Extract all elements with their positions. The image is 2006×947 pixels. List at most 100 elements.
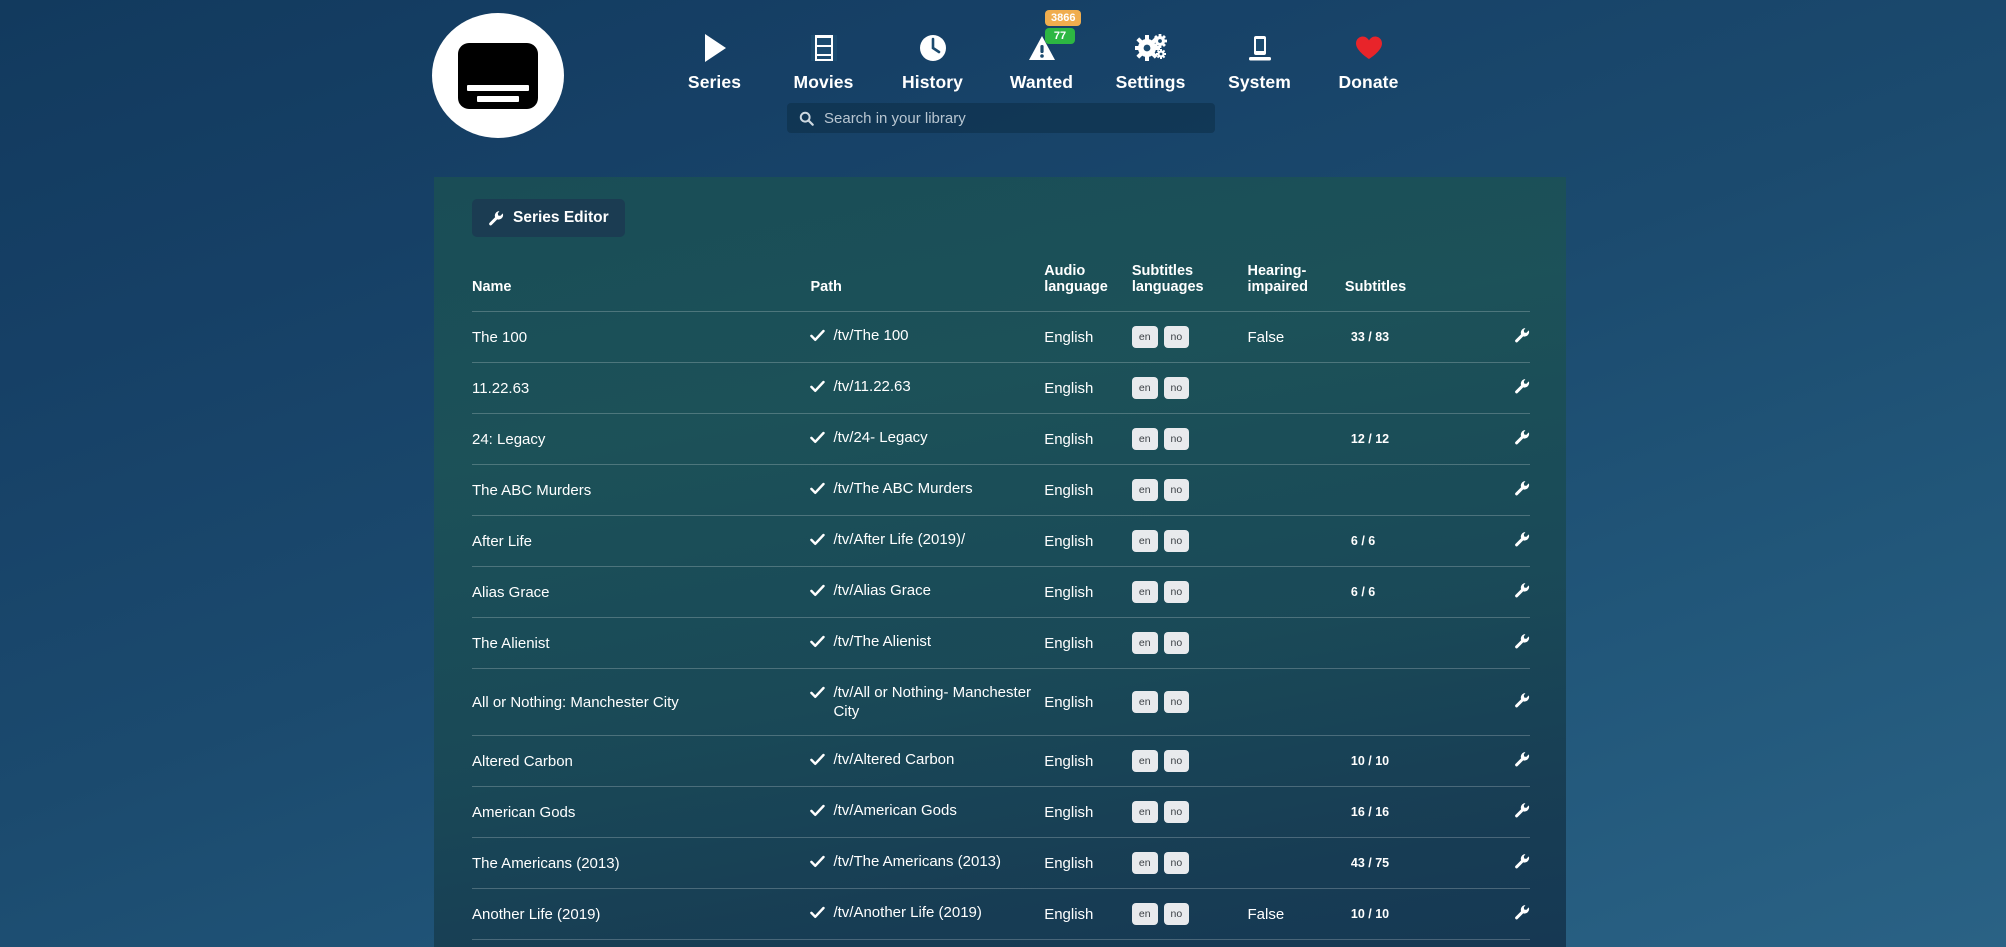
row-edit-wrench-icon[interactable] (1514, 378, 1530, 394)
cell-subtitles: 10 / 10 (1344, 735, 1482, 787)
subtitle-language-chips: en no (1131, 632, 1248, 654)
subtitle-language-chips: en no (1131, 377, 1248, 399)
subtitle-language-chips: en no (1131, 852, 1248, 874)
row-edit-wrench-icon[interactable] (1514, 327, 1530, 343)
row-edit-wrench-icon[interactable] (1514, 904, 1530, 920)
nav-item-movies[interactable]: Movies (769, 20, 878, 93)
subtitle-language-chip[interactable]: en (1131, 691, 1158, 713)
table-row: After Life /tv/After Life (2019)/ Englis… (472, 515, 1530, 567)
cell-path: /tv/Altered Carbon (810, 735, 1045, 787)
film-icon (810, 27, 837, 69)
subtitle-language-chips: en no (1131, 326, 1248, 348)
nav-label-donate: Donate (1338, 72, 1399, 92)
subtitle-language-chip[interactable]: no (1163, 581, 1190, 603)
cell-subtitles (1344, 617, 1482, 669)
subtitle-language-chip[interactable]: no (1163, 377, 1190, 399)
cell-path: /tv/The Alienist (810, 617, 1045, 669)
subtitle-language-chip[interactable]: en (1131, 750, 1158, 772)
subtitle-language-chip[interactable]: en (1131, 428, 1158, 450)
cell-hearing-impaired (1247, 939, 1345, 947)
subtitle-language-chip[interactable]: en (1131, 479, 1158, 501)
cell-actions (1481, 617, 1530, 669)
subtitle-language-chip[interactable]: en (1131, 530, 1158, 552)
row-edit-wrench-icon[interactable] (1514, 853, 1530, 869)
cell-actions (1481, 837, 1530, 889)
row-edit-wrench-icon[interactable] (1514, 692, 1530, 708)
table-row: 11.22.63 /tv/11.22.63 English en no (472, 362, 1530, 414)
subtitle-language-chip[interactable]: no (1163, 479, 1190, 501)
path-text: /tv/All or Nothing- Manchester City (833, 684, 1032, 720)
subtitle-language-chip[interactable]: no (1163, 691, 1190, 713)
subtitle-language-chips: en no (1131, 750, 1248, 772)
gears-icon (1134, 27, 1167, 69)
cell-subtitles (1344, 362, 1482, 414)
nav-item-series[interactable]: Series (660, 20, 769, 93)
check-icon (810, 428, 826, 450)
search-bar[interactable] (787, 103, 1215, 133)
nav-item-settings[interactable]: Settings (1096, 20, 1205, 93)
column-header-path[interactable]: Path (810, 279, 842, 295)
cell-hearing-impaired (1247, 617, 1345, 669)
cell-hearing-impaired (1247, 464, 1345, 516)
search-input[interactable] (824, 109, 1203, 127)
cell-path: /tv/24- Legacy (810, 413, 1045, 465)
row-edit-wrench-icon[interactable] (1514, 633, 1530, 649)
subtitle-language-chip[interactable]: no (1163, 530, 1190, 552)
row-edit-wrench-icon[interactable] (1514, 531, 1530, 547)
nav-item-system[interactable]: System (1205, 20, 1314, 93)
subtitle-language-chip[interactable]: en (1131, 632, 1158, 654)
subtitle-language-chip[interactable]: no (1163, 750, 1190, 772)
cell-hearing-impaired (1247, 413, 1345, 465)
cell-name: All or Nothing: Manchester City (472, 668, 811, 736)
path-text: /tv/American Gods (833, 802, 957, 819)
cell-name: After Life (472, 515, 811, 567)
column-header-hearing-impaired[interactable]: Hearing-impaired (1247, 263, 1308, 295)
cell-name: 11.22.63 (472, 362, 811, 414)
nav-item-history[interactable]: History (878, 20, 987, 93)
subtitle-language-chip[interactable]: en (1131, 581, 1158, 603)
column-header-subtitles[interactable]: Subtitles (1344, 279, 1407, 295)
row-edit-wrench-icon[interactable] (1514, 429, 1530, 445)
subtitle-language-chip[interactable]: no (1163, 326, 1190, 348)
subtitle-language-chips: en no (1131, 801, 1248, 823)
series-editor-button[interactable]: Series Editor (472, 199, 625, 237)
subtitle-language-chip[interactable]: en (1131, 852, 1158, 874)
column-header-name[interactable]: Name (472, 279, 512, 295)
check-icon (810, 683, 826, 705)
cell-subtitles (1344, 668, 1482, 736)
subtitle-language-chip[interactable]: en (1131, 377, 1158, 399)
cell-name: Another Life (2019) (472, 888, 811, 940)
row-edit-wrench-icon[interactable] (1514, 802, 1530, 818)
cell-name: Altered Carbon (472, 735, 811, 787)
column-header-subtitles-languages[interactable]: Subtitles languages (1131, 263, 1204, 295)
heart-icon (1354, 27, 1384, 69)
column-header-audio-language[interactable]: Audio language (1044, 263, 1108, 295)
series-table-head: Name Path Audio language Subtitles langu… (472, 263, 1530, 312)
cell-actions (1481, 464, 1530, 516)
cell-name: A.P. Bio (472, 939, 811, 947)
series-editor-label: Series Editor (513, 209, 609, 226)
subtitle-language-chip[interactable]: no (1163, 852, 1190, 874)
logo-subtitle-line-1 (467, 84, 529, 91)
table-row: Alias Grace /tv/Alias Grace English en no… (472, 566, 1530, 618)
bazarr-logo[interactable] (432, 13, 564, 138)
row-edit-wrench-icon[interactable] (1514, 582, 1530, 598)
subtitle-language-chip[interactable]: en (1131, 326, 1158, 348)
subtitle-language-chip[interactable]: no (1163, 632, 1190, 654)
row-edit-wrench-icon[interactable] (1514, 480, 1530, 496)
subtitle-language-chip[interactable]: no (1163, 903, 1190, 925)
cell-subtitles: 10 / 10 (1344, 888, 1482, 940)
subtitle-language-chip[interactable]: en (1131, 903, 1158, 925)
nav-item-wanted[interactable]: 3866 77 Wanted (987, 10, 1096, 93)
subtitle-language-chip[interactable]: no (1163, 428, 1190, 450)
subtitle-language-chip[interactable]: en (1131, 801, 1158, 823)
row-edit-wrench-icon[interactable] (1514, 751, 1530, 767)
cell-audio-language: English (1044, 413, 1132, 465)
nav-item-donate[interactable]: Donate (1314, 20, 1423, 93)
subtitle-language-chip[interactable]: no (1163, 801, 1190, 823)
